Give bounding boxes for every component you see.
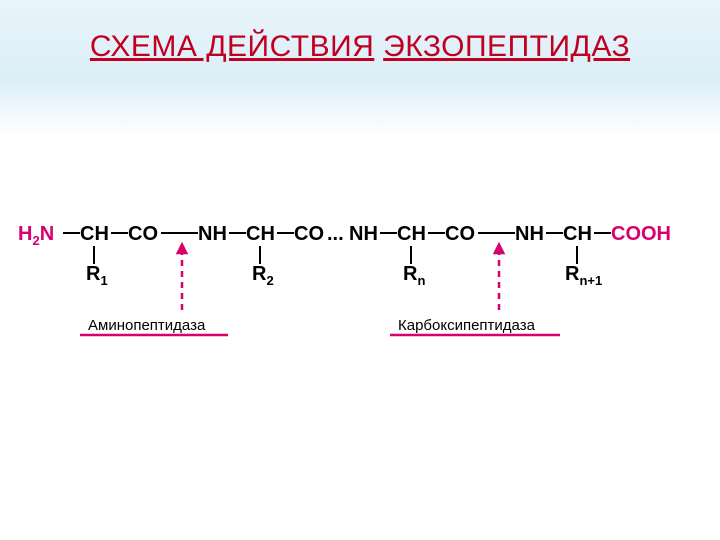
- svg-text:CH: CH: [80, 223, 109, 245]
- header-gradient: [0, 0, 720, 135]
- svg-text:CH: CH: [563, 223, 592, 245]
- svg-text:NH: NH: [349, 223, 378, 245]
- svg-text:CO: CO: [445, 223, 475, 245]
- svg-text:...: ...: [327, 223, 344, 245]
- svg-text:NH: NH: [198, 223, 227, 245]
- svg-text:CO: CO: [128, 223, 158, 245]
- page-title: СХЕМА ДЕЙСТВИЯ ЭКЗОПЕПТИДАЗ: [90, 30, 630, 63]
- svg-text:CO: CO: [294, 223, 324, 245]
- svg-text:R2: R2: [252, 263, 274, 288]
- svg-text:CH: CH: [246, 223, 275, 245]
- title-part-2: ЭКЗОПЕПТИДАЗ: [383, 30, 630, 63]
- slide: СХЕМА ДЕЙСТВИЯ ЭКЗОПЕПТИДАЗ H2N CH R1 CO NH C…: [0, 0, 720, 540]
- title-part-1: СХЕМА ДЕЙСТВИЯ: [90, 30, 374, 63]
- svg-text:CH: CH: [397, 223, 426, 245]
- svg-text:COOH: COOH: [611, 223, 671, 245]
- svg-text:Карбоксипептидаза: Карбоксипептидаза: [398, 317, 536, 334]
- svg-text:Rn: Rn: [403, 263, 425, 288]
- svg-text:NH: NH: [515, 223, 544, 245]
- chemical-diagram: H2N CH R1 CO NH CH R2 CO... NH CH Rn CO NH CH Rn+1 COOH…: [0, 180, 720, 400]
- svg-text:R1: R1: [86, 263, 108, 288]
- title-container: СХЕМА ДЕЙСТВИЯ ЭКЗОПЕПТИДАЗ: [0, 30, 720, 64]
- svg-text:H2N: H2N: [18, 223, 54, 248]
- svg-text:Rn+1: Rn+1: [565, 263, 602, 288]
- svg-text:Аминопептидаза: Аминопептидаза: [88, 317, 206, 334]
